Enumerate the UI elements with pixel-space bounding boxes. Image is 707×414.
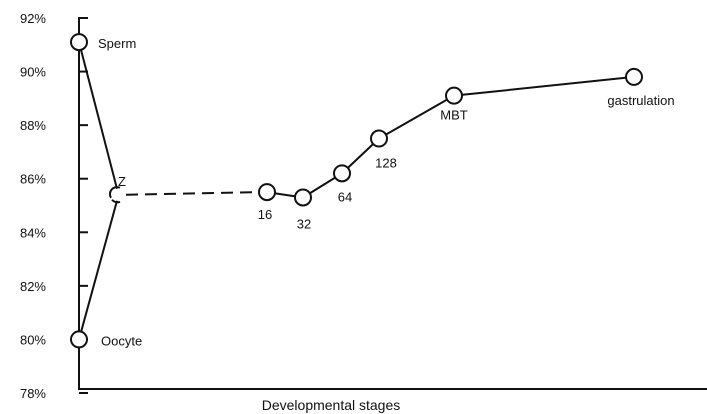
- y-tick-label: 82%: [20, 279, 46, 294]
- label-zygote: Z: [118, 174, 126, 189]
- point-32: [294, 188, 312, 207]
- y-tick-label: 78%: [20, 386, 46, 401]
- y-tick-label: 84%: [20, 225, 46, 240]
- point-oocyte: [70, 330, 88, 349]
- point-zygote-arc-lower: [111, 199, 121, 204]
- label-32: 32: [297, 216, 311, 231]
- label-64: 64: [338, 189, 352, 204]
- label-128: 128: [375, 156, 397, 171]
- y-tick-label: 80%: [20, 332, 46, 347]
- label-mbt: MBT: [440, 108, 468, 123]
- x-axis-label: Developmental stages: [262, 397, 401, 413]
- series-segment: [378, 94, 455, 140]
- label-16: 16: [258, 207, 272, 222]
- series-segment: [453, 75, 635, 97]
- label-oocyte: Oocyte: [101, 333, 142, 348]
- y-tick-label: 90%: [20, 65, 46, 80]
- series-markers: [70, 33, 643, 349]
- sperm-to-zygote-line: [78, 41, 118, 190]
- point-labels: Sperm Oocyte Z 16 32 64 128 MBT gastrulation: [98, 36, 675, 348]
- point-128: [370, 129, 388, 148]
- point-zygote-arc-upper: [108, 186, 121, 199]
- point-16: [258, 183, 276, 202]
- point-gastrulation: [625, 67, 643, 86]
- oocyte-to-zygote-line: [78, 200, 118, 340]
- y-tick-label: 92%: [20, 11, 46, 26]
- point-64: [333, 164, 351, 183]
- y-tick-label: 88%: [20, 118, 46, 133]
- zygote-to-16-dashed-line: [125, 191, 259, 196]
- series-lines: [78, 41, 635, 340]
- axes: 92% 90% 88% 86% 84% 82% 80% 78%: [20, 11, 707, 401]
- point-sperm: [70, 33, 88, 52]
- point-mbt: [445, 86, 463, 105]
- label-sperm: Sperm: [98, 36, 136, 51]
- label-gastrulation: gastrulation: [607, 93, 674, 108]
- y-tick-label: 86%: [20, 172, 46, 187]
